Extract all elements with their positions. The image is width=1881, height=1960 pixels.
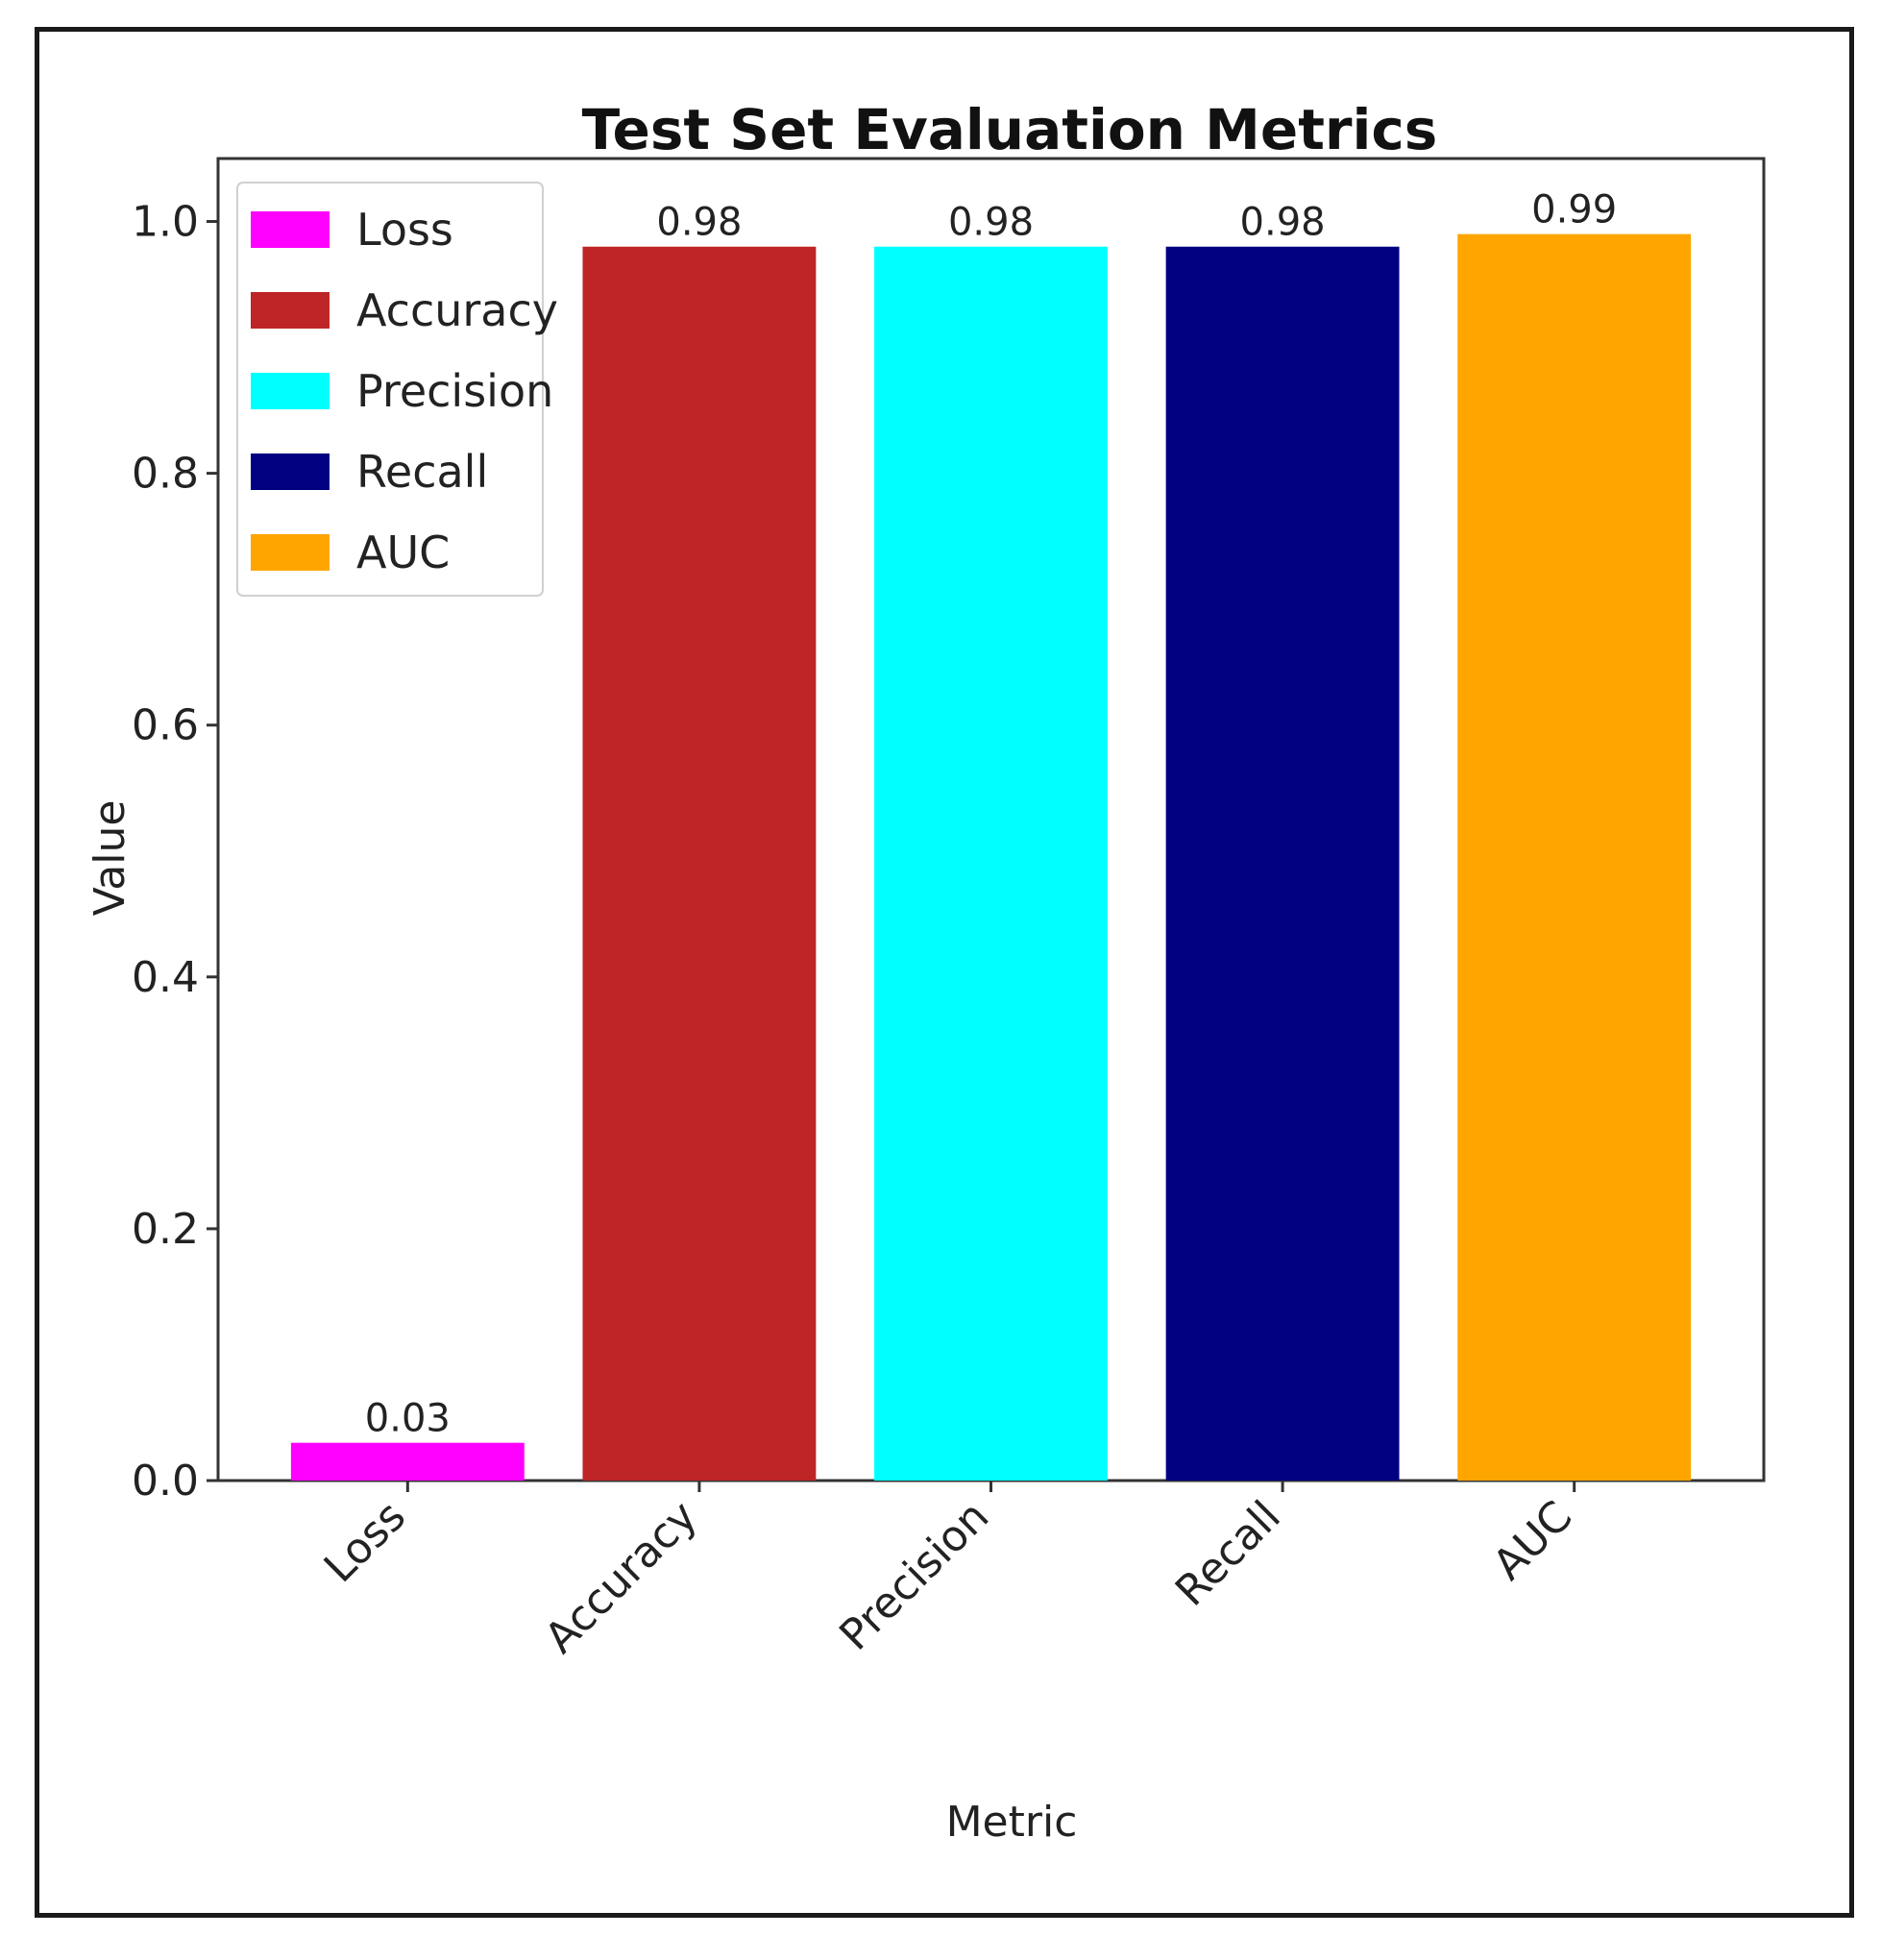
- y-tick-label: 0.8: [132, 450, 199, 499]
- x-axis-label: Metric: [946, 1798, 1078, 1847]
- bar-recall: [1165, 246, 1400, 1481]
- legend-swatch: [251, 211, 330, 248]
- legend-label: Precision: [356, 365, 553, 417]
- data-label: 0.99: [1531, 188, 1617, 233]
- bar-accuracy: [582, 246, 817, 1481]
- chart-title: Test Set Evaluation Metrics: [582, 97, 1438, 162]
- y-tick-label: 0.2: [132, 1205, 199, 1254]
- y-tick-label: 0.4: [132, 953, 199, 1002]
- legend-swatch: [251, 292, 330, 329]
- legend-swatch: [251, 453, 330, 490]
- legend-label: AUC: [356, 527, 450, 578]
- bar-auc: [1457, 233, 1692, 1482]
- legend-swatch: [251, 373, 330, 409]
- data-label: 0.03: [365, 1397, 451, 1441]
- legend-label: Recall: [356, 446, 488, 498]
- legend-swatch: [251, 534, 330, 571]
- data-label: 0.98: [1240, 201, 1326, 245]
- legend-label: Loss: [356, 204, 453, 256]
- bar-loss: [290, 1442, 525, 1481]
- y-tick-label: 0.0: [132, 1457, 199, 1506]
- x-tick-label: Recall: [1166, 1492, 1290, 1616]
- data-label: 0.98: [948, 201, 1034, 245]
- x-tick-label: Accuracy: [536, 1492, 707, 1663]
- chart-frame: Test Set Evaluation Metrics 0.0 0.2 0.4 0.6…: [35, 27, 1854, 1918]
- y-tick-label: 1.0: [132, 198, 199, 247]
- legend-label: Accuracy: [356, 284, 558, 336]
- bar-chart: Test Set Evaluation Metrics 0.0 0.2 0.4 0.6…: [86, 97, 1766, 1847]
- bar-precision: [874, 246, 1108, 1481]
- x-tick-label: Precision: [830, 1492, 998, 1660]
- data-label: 0.98: [656, 201, 742, 245]
- x-tick-label: Loss: [315, 1492, 415, 1592]
- y-axis-label: Value: [86, 800, 134, 917]
- y-tick-label: 0.6: [132, 701, 199, 750]
- plot-area: 0.0 0.2 0.4 0.6 0.8 1.0 0.03 Loss 0.98 Accuracy 0.…: [132, 157, 1766, 1663]
- legend-box: [236, 182, 544, 597]
- x-tick-label: AUC: [1484, 1492, 1582, 1590]
